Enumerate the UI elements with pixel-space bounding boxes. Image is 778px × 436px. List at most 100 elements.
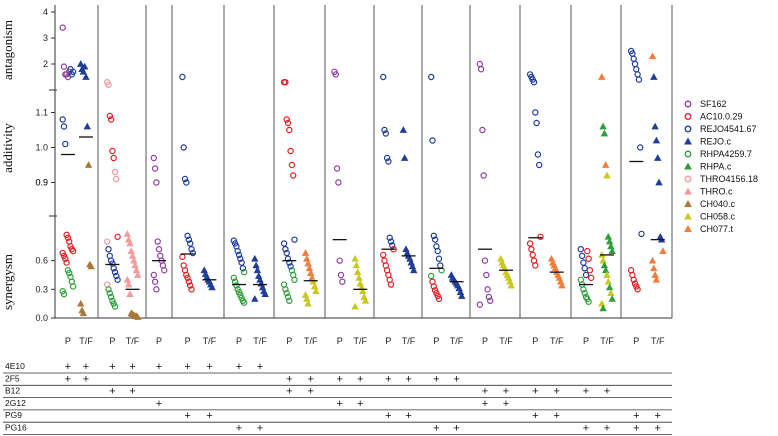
data-point — [497, 254, 505, 262]
antibody-plus-mark: + — [65, 361, 71, 373]
data-point — [599, 256, 607, 264]
data-point — [111, 303, 119, 310]
data-point — [87, 262, 95, 270]
antibody-plus-mark: + — [453, 423, 459, 435]
antibody-plus-mark: + — [385, 410, 391, 422]
data-point — [651, 122, 659, 130]
antibody-label: 2F5 — [5, 373, 20, 383]
data-point — [534, 151, 542, 158]
data-point — [476, 301, 483, 308]
data-point — [237, 255, 244, 262]
data-point — [651, 271, 659, 278]
antibody-label: 2G12 — [5, 398, 26, 408]
data-point — [599, 304, 607, 312]
data-point — [188, 286, 195, 293]
data-point — [200, 266, 208, 274]
antibody-plus-mark: + — [129, 361, 135, 373]
data-point — [283, 249, 290, 257]
data-point — [603, 171, 611, 179]
data-point — [126, 239, 134, 247]
data-point — [69, 283, 77, 290]
legend-label: THRO.c — [700, 187, 733, 197]
data-point — [230, 274, 237, 282]
data-point — [352, 261, 361, 269]
data-point — [430, 283, 437, 290]
data-point — [80, 62, 89, 70]
data-point — [261, 290, 269, 297]
data-point — [650, 73, 658, 80]
data-point — [585, 298, 592, 305]
data-point — [160, 267, 168, 274]
data-point — [428, 272, 435, 280]
antibody-plus-mark: + — [583, 386, 589, 398]
data-point — [69, 68, 77, 76]
data-point — [153, 286, 160, 293]
data-point — [387, 238, 395, 245]
column-label: T/F — [354, 336, 368, 346]
data-point — [280, 240, 288, 247]
legend-marker — [684, 100, 692, 108]
data-point — [84, 161, 93, 168]
data-point — [124, 235, 133, 243]
data-point — [410, 266, 418, 274]
zone-label: antagonism — [0, 20, 15, 80]
data-point — [380, 73, 387, 81]
column-label: P — [385, 336, 391, 346]
data-point — [79, 309, 88, 317]
data-point — [291, 236, 298, 243]
antibody-plus-mark: + — [184, 410, 190, 422]
data-point — [536, 161, 543, 169]
data-point — [635, 76, 643, 83]
antibody-plus-mark: + — [655, 423, 661, 435]
antibody-label: 4E10 — [5, 361, 25, 371]
data-point — [105, 245, 112, 253]
column-label: P — [433, 336, 439, 346]
data-point — [655, 178, 663, 186]
data-point — [65, 269, 73, 277]
data-point — [581, 289, 588, 297]
column-label: T/F — [253, 336, 267, 346]
legend-label: CH058.c — [700, 212, 736, 222]
data-point — [630, 55, 637, 63]
data-point — [652, 275, 661, 283]
antibody-plus-mark: + — [532, 386, 538, 398]
antibody-plus-mark: + — [83, 373, 89, 385]
data-point — [336, 257, 343, 264]
data-point — [458, 292, 466, 299]
antibody-plus-mark: + — [453, 373, 459, 385]
column-label: P — [633, 336, 639, 346]
data-point — [604, 277, 613, 285]
antibody-plus-mark: + — [206, 361, 212, 373]
data-point — [150, 154, 157, 162]
antibody-plus-mark: + — [129, 386, 135, 398]
column-label: P — [583, 336, 589, 346]
data-point — [64, 234, 72, 241]
data-point — [110, 154, 117, 162]
antibody-plus-mark: + — [236, 361, 242, 373]
y-tick-label: 0.6 — [35, 256, 48, 266]
data-point — [184, 232, 191, 240]
data-point — [134, 271, 142, 278]
antibody-plus-mark: + — [257, 361, 263, 373]
data-point — [301, 249, 310, 256]
data-point — [189, 249, 196, 257]
data-point — [607, 242, 615, 250]
data-point — [381, 126, 388, 134]
antibody-plus-mark: + — [655, 410, 661, 422]
data-point — [286, 297, 293, 304]
data-point — [123, 230, 132, 237]
data-point — [113, 175, 120, 183]
data-point — [598, 73, 606, 80]
data-point — [607, 289, 615, 297]
data-point — [127, 247, 135, 254]
antibody-plus-mark: + — [633, 423, 639, 435]
data-point — [114, 276, 121, 283]
data-point — [188, 245, 195, 253]
y-tick-label: 0.9 — [35, 178, 48, 188]
legend-label: THRO4156.18 — [700, 174, 758, 184]
data-point — [283, 116, 290, 123]
data-point — [105, 286, 112, 293]
antibody-plus-mark: + — [109, 386, 115, 398]
data-point — [238, 259, 245, 266]
data-point — [111, 168, 119, 176]
